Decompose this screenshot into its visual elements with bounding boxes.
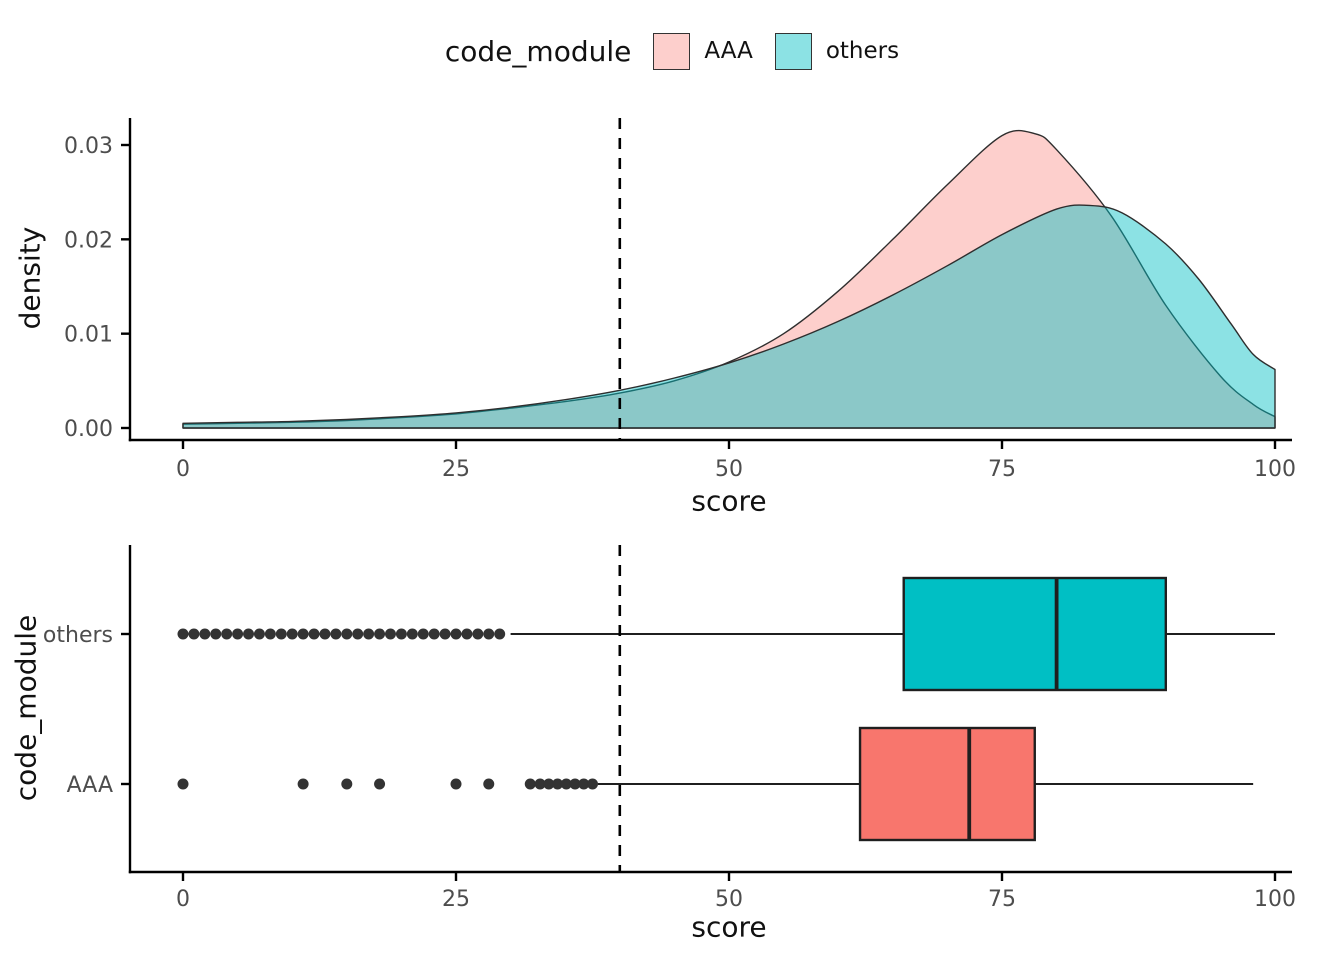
legend-swatch-aaa bbox=[653, 32, 691, 70]
outlier-dot-AAA bbox=[374, 778, 386, 790]
outlier-dot-others bbox=[483, 628, 495, 640]
outlier-dot-AAA bbox=[587, 778, 598, 790]
outlier-dot-AAA bbox=[177, 778, 189, 790]
outlier-dot-others bbox=[363, 628, 375, 640]
outlier-dot-others bbox=[177, 628, 189, 640]
outlier-dot-others bbox=[232, 628, 244, 640]
legend-swatch-others bbox=[774, 32, 812, 70]
outlier-dot-others bbox=[384, 628, 396, 640]
outlier-dot-AAA bbox=[524, 778, 536, 790]
density-x-tick-label: 25 bbox=[442, 457, 470, 482]
outlier-dot-others bbox=[472, 628, 484, 640]
legend-label-others: others bbox=[825, 38, 900, 64]
outlier-dot-others bbox=[188, 628, 200, 640]
outlier-dot-others bbox=[199, 628, 211, 640]
boxplot-x-tick-label: 0 bbox=[176, 887, 190, 912]
outlier-dot-others bbox=[319, 628, 331, 640]
boxplot-x-tick-label: 100 bbox=[1254, 887, 1296, 912]
outlier-dot-others bbox=[286, 628, 298, 640]
density-x-tick-label: 100 bbox=[1254, 457, 1296, 482]
density-y-tick-label: 0.01 bbox=[64, 323, 113, 348]
density-area-others bbox=[182, 204, 1276, 429]
boxplot-chart-svg: 0 25 50 75 100 others AAA bbox=[43, 545, 1296, 912]
outlier-dot-others bbox=[494, 628, 506, 640]
density-y-axis-title: density bbox=[13, 226, 47, 330]
outlier-dot-others bbox=[221, 628, 233, 640]
outlier-dot-AAA bbox=[450, 778, 462, 790]
outlier-dot-others bbox=[297, 628, 309, 640]
box-others bbox=[902, 576, 1167, 692]
boxplot-category-label: AAA bbox=[67, 773, 113, 798]
outlier-dot-others bbox=[210, 628, 222, 640]
boxplot-x-tick-label: 75 bbox=[988, 887, 1016, 912]
box-AAA bbox=[858, 726, 1036, 842]
boxplot-category-label: others bbox=[43, 623, 113, 648]
density-x-tick-label: 75 bbox=[988, 457, 1016, 482]
density-y-tick-label: 0.02 bbox=[64, 228, 113, 253]
outlier-dot-AAA bbox=[297, 778, 309, 790]
outlier-dot-AAA bbox=[578, 778, 590, 790]
legend-label-aaa: AAA bbox=[704, 38, 753, 64]
outlier-dot-others bbox=[439, 628, 451, 640]
boxplot-y-axis-title: code_module bbox=[9, 614, 43, 802]
density-x-axis-title: score bbox=[691, 484, 767, 518]
outlier-dot-AAA bbox=[560, 778, 572, 790]
outlier-dot-others bbox=[450, 628, 462, 640]
outlier-dot-AAA bbox=[483, 778, 495, 790]
outlier-dot-others bbox=[395, 628, 407, 640]
legend: code_module AAA others bbox=[0, 18, 1344, 84]
outlier-dot-AAA bbox=[534, 778, 546, 790]
outlier-dot-others bbox=[308, 628, 320, 640]
outlier-dot-others bbox=[253, 628, 265, 640]
outlier-dot-others bbox=[330, 628, 342, 640]
density-y-tick-label: 0.03 bbox=[64, 134, 113, 159]
boxplot-x-tick-label: 50 bbox=[715, 887, 743, 912]
outlier-dot-others bbox=[417, 628, 429, 640]
outlier-dot-others bbox=[275, 628, 287, 640]
outlier-dot-AAA bbox=[552, 778, 564, 790]
outlier-dot-others bbox=[461, 628, 473, 640]
outlier-dot-others bbox=[243, 628, 255, 640]
density-y-tick-label: 0.00 bbox=[64, 417, 113, 442]
boxplot-x-axis-title: score bbox=[691, 910, 767, 944]
outlier-dot-others bbox=[341, 628, 353, 640]
density-x-tick-label: 50 bbox=[715, 457, 743, 482]
outlier-dot-AAA bbox=[341, 778, 353, 790]
outlier-dot-others bbox=[264, 628, 276, 640]
outlier-dot-AAA bbox=[543, 778, 555, 790]
boxplot-x-tick-label: 25 bbox=[442, 887, 470, 912]
outlier-dot-others bbox=[428, 628, 440, 640]
density-chart-svg: 0 25 50 75 100 0.00 0.01 0.02 0.03 bbox=[64, 118, 1296, 482]
legend-item-others: others bbox=[774, 32, 900, 70]
outlier-dot-AAA bbox=[569, 778, 581, 790]
outlier-dot-others bbox=[406, 628, 418, 640]
density-x-tick-label: 0 bbox=[176, 457, 190, 482]
legend-title: code_module bbox=[444, 34, 632, 68]
density-area-AAA bbox=[182, 129, 1276, 429]
outlier-dot-others bbox=[374, 628, 386, 640]
outlier-dot-others bbox=[352, 628, 364, 640]
legend-item-aaa: AAA bbox=[653, 32, 753, 70]
